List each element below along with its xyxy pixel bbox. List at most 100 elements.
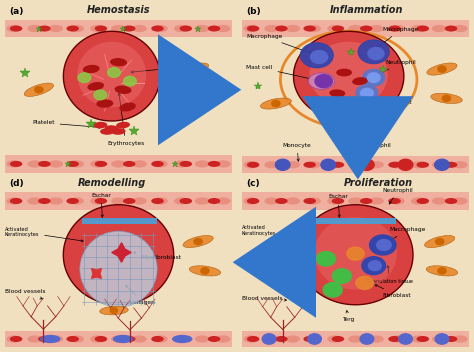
Bar (5, 20, 232, 37)
Ellipse shape (69, 335, 84, 342)
Circle shape (438, 66, 446, 72)
Text: (b): (b) (246, 7, 261, 16)
Ellipse shape (332, 25, 344, 32)
Ellipse shape (132, 160, 147, 168)
Ellipse shape (123, 161, 136, 167)
Ellipse shape (10, 161, 22, 167)
Circle shape (362, 257, 385, 275)
Ellipse shape (332, 336, 344, 342)
Ellipse shape (327, 25, 342, 32)
Circle shape (436, 238, 444, 245)
PathPatch shape (310, 42, 388, 107)
Ellipse shape (195, 25, 210, 32)
Text: Activated
Keratinocytes: Activated Keratinocytes (242, 225, 316, 241)
Bar (5, 155, 232, 172)
Ellipse shape (453, 25, 467, 32)
Ellipse shape (111, 197, 126, 205)
Ellipse shape (27, 335, 42, 342)
Circle shape (323, 283, 342, 297)
Text: Fibroblast: Fibroblast (374, 284, 411, 298)
Ellipse shape (445, 198, 457, 204)
Circle shape (368, 48, 384, 59)
Ellipse shape (329, 89, 345, 97)
Ellipse shape (432, 197, 447, 205)
Ellipse shape (151, 336, 164, 342)
Ellipse shape (348, 197, 363, 205)
Ellipse shape (275, 162, 288, 168)
Ellipse shape (38, 161, 51, 167)
PathPatch shape (293, 31, 404, 121)
Ellipse shape (195, 335, 210, 342)
Circle shape (358, 40, 389, 64)
Ellipse shape (411, 25, 426, 32)
Ellipse shape (208, 336, 220, 342)
Ellipse shape (275, 25, 288, 32)
Circle shape (310, 51, 328, 63)
Ellipse shape (132, 197, 147, 205)
Ellipse shape (369, 197, 384, 205)
Ellipse shape (123, 25, 136, 32)
Ellipse shape (183, 235, 213, 247)
Ellipse shape (110, 58, 127, 66)
Ellipse shape (303, 25, 316, 32)
Text: Erythrocytes: Erythrocytes (107, 93, 145, 146)
Ellipse shape (388, 336, 401, 342)
Ellipse shape (111, 160, 126, 168)
Ellipse shape (87, 82, 104, 91)
Bar (5, 331, 232, 347)
Ellipse shape (96, 99, 113, 108)
Text: Activated
Keratinocytes: Activated Keratinocytes (5, 227, 83, 242)
Ellipse shape (66, 161, 79, 167)
Ellipse shape (453, 335, 467, 342)
Ellipse shape (431, 93, 462, 103)
Ellipse shape (308, 73, 335, 89)
Ellipse shape (427, 63, 457, 75)
Ellipse shape (247, 25, 259, 32)
Ellipse shape (69, 160, 84, 168)
Ellipse shape (90, 197, 105, 205)
Ellipse shape (216, 160, 230, 168)
Ellipse shape (216, 197, 230, 205)
Circle shape (201, 268, 209, 274)
Ellipse shape (453, 197, 467, 205)
Ellipse shape (111, 128, 126, 135)
Text: Monocyte: Monocyte (283, 143, 311, 161)
Text: Granulation tissue: Granulation tissue (367, 266, 413, 284)
Ellipse shape (180, 25, 192, 32)
Ellipse shape (369, 25, 384, 32)
Ellipse shape (388, 198, 401, 204)
Circle shape (315, 75, 332, 88)
Ellipse shape (113, 335, 133, 343)
Ellipse shape (285, 335, 300, 342)
Ellipse shape (116, 122, 130, 128)
Bar (82, 218, 157, 224)
Text: Eschar: Eschar (91, 193, 111, 217)
Circle shape (94, 90, 107, 100)
Ellipse shape (174, 160, 189, 168)
Circle shape (347, 247, 364, 260)
Ellipse shape (24, 83, 54, 96)
Ellipse shape (38, 336, 51, 342)
Ellipse shape (90, 335, 105, 342)
Ellipse shape (48, 160, 63, 168)
PathPatch shape (77, 42, 146, 107)
Ellipse shape (179, 63, 209, 75)
Ellipse shape (445, 336, 457, 342)
Bar (315, 218, 396, 224)
Text: Platelet: Platelet (32, 120, 101, 128)
Ellipse shape (260, 98, 292, 109)
Text: Mast cell: Mast cell (246, 65, 318, 81)
Ellipse shape (7, 335, 21, 342)
Ellipse shape (151, 161, 164, 167)
Ellipse shape (285, 197, 300, 205)
Bar (242, 331, 469, 347)
Ellipse shape (432, 335, 447, 342)
Ellipse shape (216, 335, 230, 342)
Circle shape (367, 73, 380, 82)
Ellipse shape (360, 198, 373, 204)
Ellipse shape (285, 161, 300, 168)
PathPatch shape (64, 31, 160, 121)
Ellipse shape (247, 198, 259, 204)
Ellipse shape (93, 122, 107, 128)
Circle shape (124, 76, 136, 86)
